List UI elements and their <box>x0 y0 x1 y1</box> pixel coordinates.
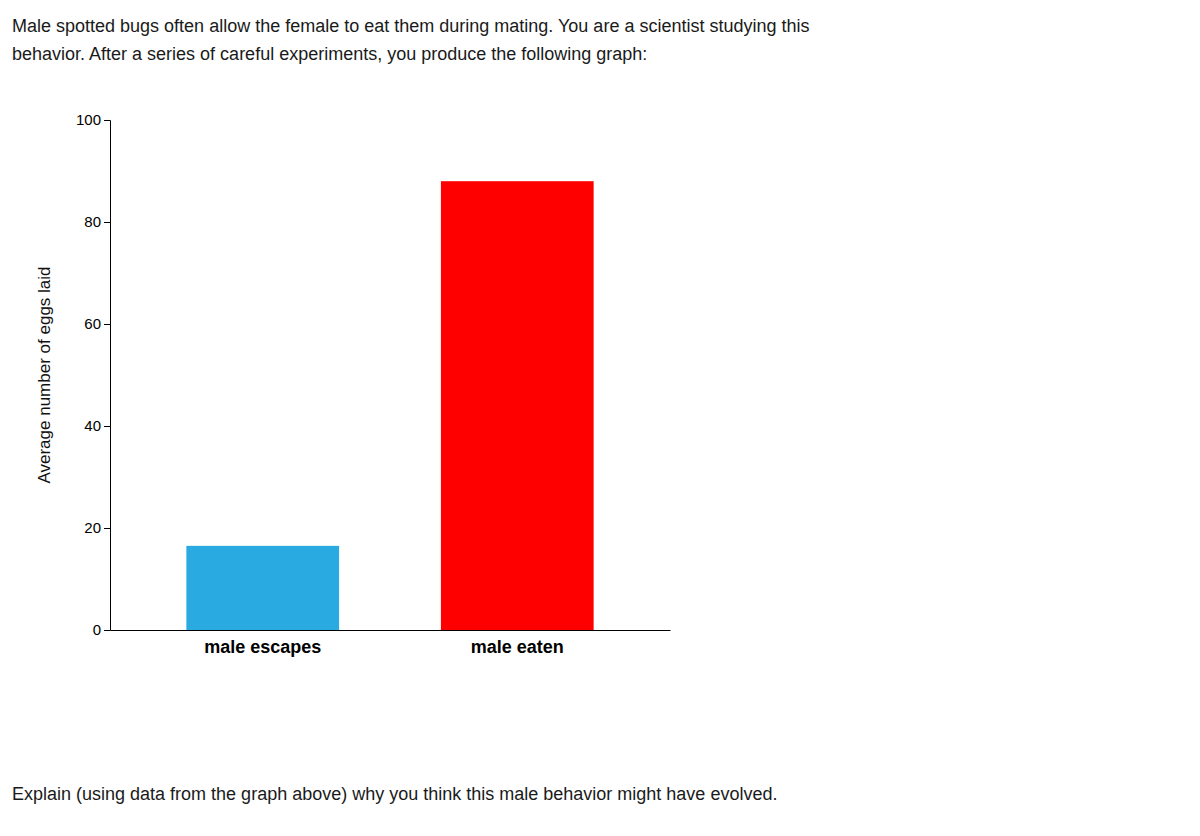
y-tick-mark <box>104 324 110 325</box>
chart: Male spotted bugs often allow the female… <box>0 0 1200 836</box>
subtitle: behavior. After a series of careful expe… <box>12 44 647 64</box>
title: Male spotted bugs often allow the female… <box>12 16 809 36</box>
y-tick-mark <box>104 630 110 631</box>
y-tick-label: 20 <box>84 519 101 536</box>
y-tick-label: 40 <box>84 417 101 434</box>
bar <box>186 546 339 630</box>
bar <box>441 181 594 630</box>
y-tick: 20 <box>84 519 110 536</box>
annotation: Explain (using data from the graph above… <box>12 784 777 804</box>
x-tick-label: male escapes <box>204 637 321 657</box>
y-axis-title: Average number of eggs laid <box>35 266 54 483</box>
y-tick-mark <box>104 528 110 529</box>
y-tick: 60 <box>84 315 110 332</box>
y-tick-mark <box>104 120 110 121</box>
y-tick-label: 0 <box>93 621 101 638</box>
y-tick-label: 100 <box>76 111 101 128</box>
y-axis-line <box>104 121 111 631</box>
x-axis-line <box>111 630 671 631</box>
y-tick: 40 <box>84 417 110 434</box>
y-tick: 80 <box>84 213 110 230</box>
y-tick-label: 80 <box>84 213 101 230</box>
y-axis: 0 20 40 60 80 100 <box>76 111 111 638</box>
y-tick-mark <box>104 426 110 427</box>
x-tick: male eaten <box>471 637 564 657</box>
y-tick-label: 60 <box>84 315 101 332</box>
y-tick: 100 <box>76 111 110 128</box>
x-tick-label: male eaten <box>471 637 564 657</box>
y-tick-mark <box>104 222 110 223</box>
x-axis: male escapes male eaten <box>111 631 671 657</box>
y-tick: 0 <box>93 621 110 638</box>
x-tick: male escapes <box>204 637 321 657</box>
bars <box>186 181 593 630</box>
